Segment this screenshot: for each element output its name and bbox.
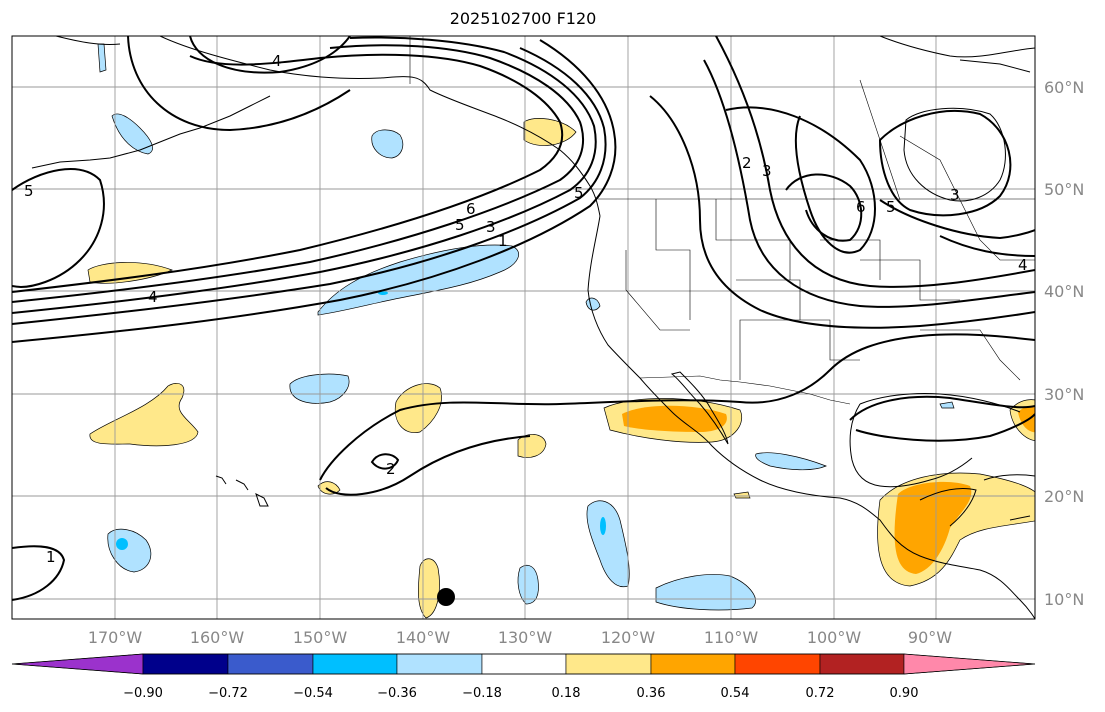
lon-label: 110°W (704, 628, 759, 647)
contour-label: 2 (386, 460, 396, 478)
strong-positive-anomaly-regions (622, 405, 1035, 574)
contour-label: 5 (455, 216, 465, 234)
contour-label: 4 (148, 288, 158, 306)
cb-tick: −0.18 (462, 686, 502, 701)
political-borders (409, 36, 1035, 405)
map-content (12, 36, 1035, 619)
lat-label: 40°N (1044, 282, 1084, 301)
lon-label: 150°W (293, 628, 348, 647)
colorbar-segment-1 (142, 653, 229, 675)
cb-tick: −0.90 (123, 686, 163, 701)
contour-label: 5 (24, 182, 34, 200)
contour-lines (12, 36, 1035, 601)
contour-label: 4 (272, 52, 282, 70)
cb-tick: 0.72 (806, 686, 835, 701)
contour-label: 5 (574, 184, 584, 202)
contour-label: 6 (856, 198, 866, 216)
contour-label: 3 (762, 162, 772, 180)
colorbar-segment-8 (734, 653, 821, 675)
cb-tick: 0.90 (890, 686, 919, 701)
lat-label: 50°N (1044, 180, 1084, 199)
contour-label: 1 (498, 232, 508, 250)
negative-anomaly-cores (116, 291, 606, 550)
lat-label: 10°N (1044, 590, 1084, 609)
lon-label: 130°W (498, 628, 553, 647)
map-frame (11, 35, 1036, 620)
colorbar-segment-4 (396, 653, 483, 675)
cb-tick: 0.18 (552, 686, 581, 701)
cb-tick: −0.72 (208, 686, 248, 701)
colorbar-segment-6 (565, 653, 652, 675)
latitude-labels: 60°N 50°N 40°N 30°N 20°N 10°N (1044, 78, 1084, 609)
colorbar-segment-9 (819, 653, 905, 675)
contour-label-group: 4 4 5 5 6 3 1 2 3 6 5 3 4 1 2 5 (24, 52, 1028, 566)
lon-label: 170°W (88, 628, 143, 647)
map-title: 2025102700 F120 (449, 9, 597, 28)
colorbar-segment-5 (481, 653, 567, 675)
lon-label: 160°W (190, 628, 245, 647)
lat-label: 20°N (1044, 487, 1084, 506)
cb-tick: 0.54 (721, 686, 750, 701)
colorbar-segment-2 (227, 653, 314, 675)
cb-tick: −0.36 (377, 686, 417, 701)
contour-label: 5 (886, 198, 896, 216)
contour-label: 6 (466, 200, 476, 218)
cb-tick: 0.36 (637, 686, 666, 701)
lat-label: 30°N (1044, 385, 1084, 404)
colorbar-segment-7 (650, 653, 736, 675)
lon-label: 100°W (807, 628, 862, 647)
lon-label: 90°W (908, 628, 952, 647)
storm-marker-dot (437, 588, 455, 606)
contour-label: 3 (486, 218, 496, 236)
contour-label: 3 (950, 186, 960, 204)
cb-tick: −0.54 (293, 686, 333, 701)
colorbar-tick-labels: −0.90 −0.72 −0.54 −0.36 −0.18 0.18 0.36 … (123, 686, 918, 701)
colorbar (11, 653, 1036, 675)
contour-label: 2 (742, 154, 752, 172)
colorbar-segment-3 (312, 653, 398, 675)
lon-label: 120°W (601, 628, 656, 647)
contour-label: 1 (46, 548, 56, 566)
lat-label: 60°N (1044, 78, 1084, 97)
longitude-labels: 170°W 160°W 150°W 140°W 130°W 120°W 110°… (88, 628, 952, 647)
lon-label: 140°W (396, 628, 451, 647)
colorbar-segment-10 (903, 653, 1036, 675)
contour-label: 4 (1018, 256, 1028, 274)
graticule (12, 36, 1035, 619)
colorbar-segment-0 (11, 653, 144, 675)
